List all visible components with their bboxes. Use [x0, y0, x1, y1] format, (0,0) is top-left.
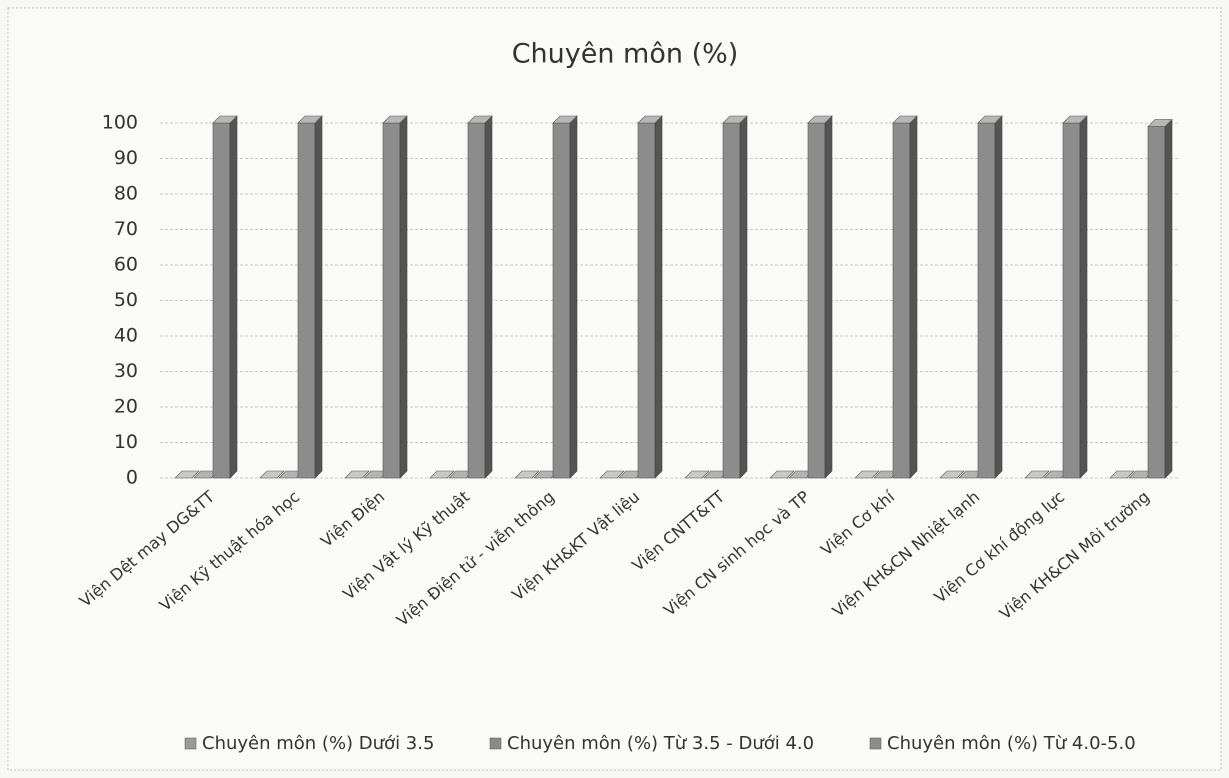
bar	[212, 122, 231, 479]
bar-top	[977, 115, 1003, 124]
y-tick-label: 20	[114, 396, 138, 418]
bar	[467, 122, 486, 479]
bar-top	[1024, 470, 1050, 479]
bar	[552, 122, 571, 479]
y-tick-label: 70	[114, 218, 138, 240]
y-tick-label: 50	[114, 289, 138, 311]
chart-frame	[7, 7, 1222, 771]
bar-top	[1062, 115, 1088, 124]
bar-top	[854, 470, 880, 479]
bar	[1147, 126, 1166, 479]
legend-swatch	[184, 737, 197, 750]
bar-side	[1164, 118, 1173, 479]
bar-top	[1109, 470, 1135, 479]
y-tick-label: 10	[114, 431, 138, 453]
bar-top	[259, 470, 285, 479]
bar-side	[994, 115, 1003, 479]
y-tick-label: 60	[114, 254, 138, 276]
bar-side	[229, 115, 238, 479]
bar	[637, 122, 656, 479]
bar	[382, 122, 401, 479]
bar-top	[174, 470, 200, 479]
chart-title: Chuyên môn (%)	[512, 39, 739, 70]
bar-top	[637, 115, 663, 124]
bar-top	[722, 115, 748, 124]
bar-top	[684, 470, 710, 479]
bar	[807, 122, 826, 479]
bar	[297, 122, 316, 479]
y-tick-label: 30	[114, 360, 138, 382]
bar	[977, 122, 996, 479]
y-tick-label: 80	[114, 183, 138, 205]
legend-label: Chuyên môn (%) Từ 4.0-5.0	[887, 733, 1136, 754]
bar	[1062, 122, 1081, 479]
bar-top	[467, 115, 493, 124]
bar-side	[399, 115, 408, 479]
bar-top	[344, 470, 370, 479]
bar-top	[939, 470, 965, 479]
bar-side	[1079, 115, 1088, 479]
bar-top	[769, 470, 795, 479]
y-tick-label: 40	[114, 325, 138, 347]
bar-side	[569, 115, 578, 479]
legend-label: Chuyên môn (%) Từ 3.5 - Dưới 4.0	[507, 733, 814, 754]
bar-top	[212, 115, 238, 124]
bar-top	[429, 470, 455, 479]
bar-top	[1147, 119, 1173, 127]
legend-label: Chuyên môn (%) Dưới 3.5	[202, 733, 434, 754]
bar-top	[514, 470, 540, 479]
bar-side	[739, 115, 748, 479]
bar-top	[807, 115, 833, 124]
bar-top	[382, 115, 408, 124]
bar-top	[552, 115, 578, 124]
bar-side	[909, 115, 918, 479]
legend-swatch	[869, 737, 882, 750]
y-tick-label: 90	[114, 147, 138, 169]
bar-side	[484, 115, 493, 479]
bar-top	[297, 115, 323, 124]
legend-swatch	[489, 737, 502, 750]
bar-top	[599, 470, 625, 479]
bar-side	[314, 115, 323, 479]
y-tick-label: 0	[126, 467, 138, 489]
bar-side	[824, 115, 833, 479]
y-tick-label: 100	[102, 112, 138, 134]
bar	[892, 122, 911, 479]
bar	[722, 122, 741, 479]
bar-top	[892, 115, 918, 124]
bar-side	[654, 115, 663, 479]
